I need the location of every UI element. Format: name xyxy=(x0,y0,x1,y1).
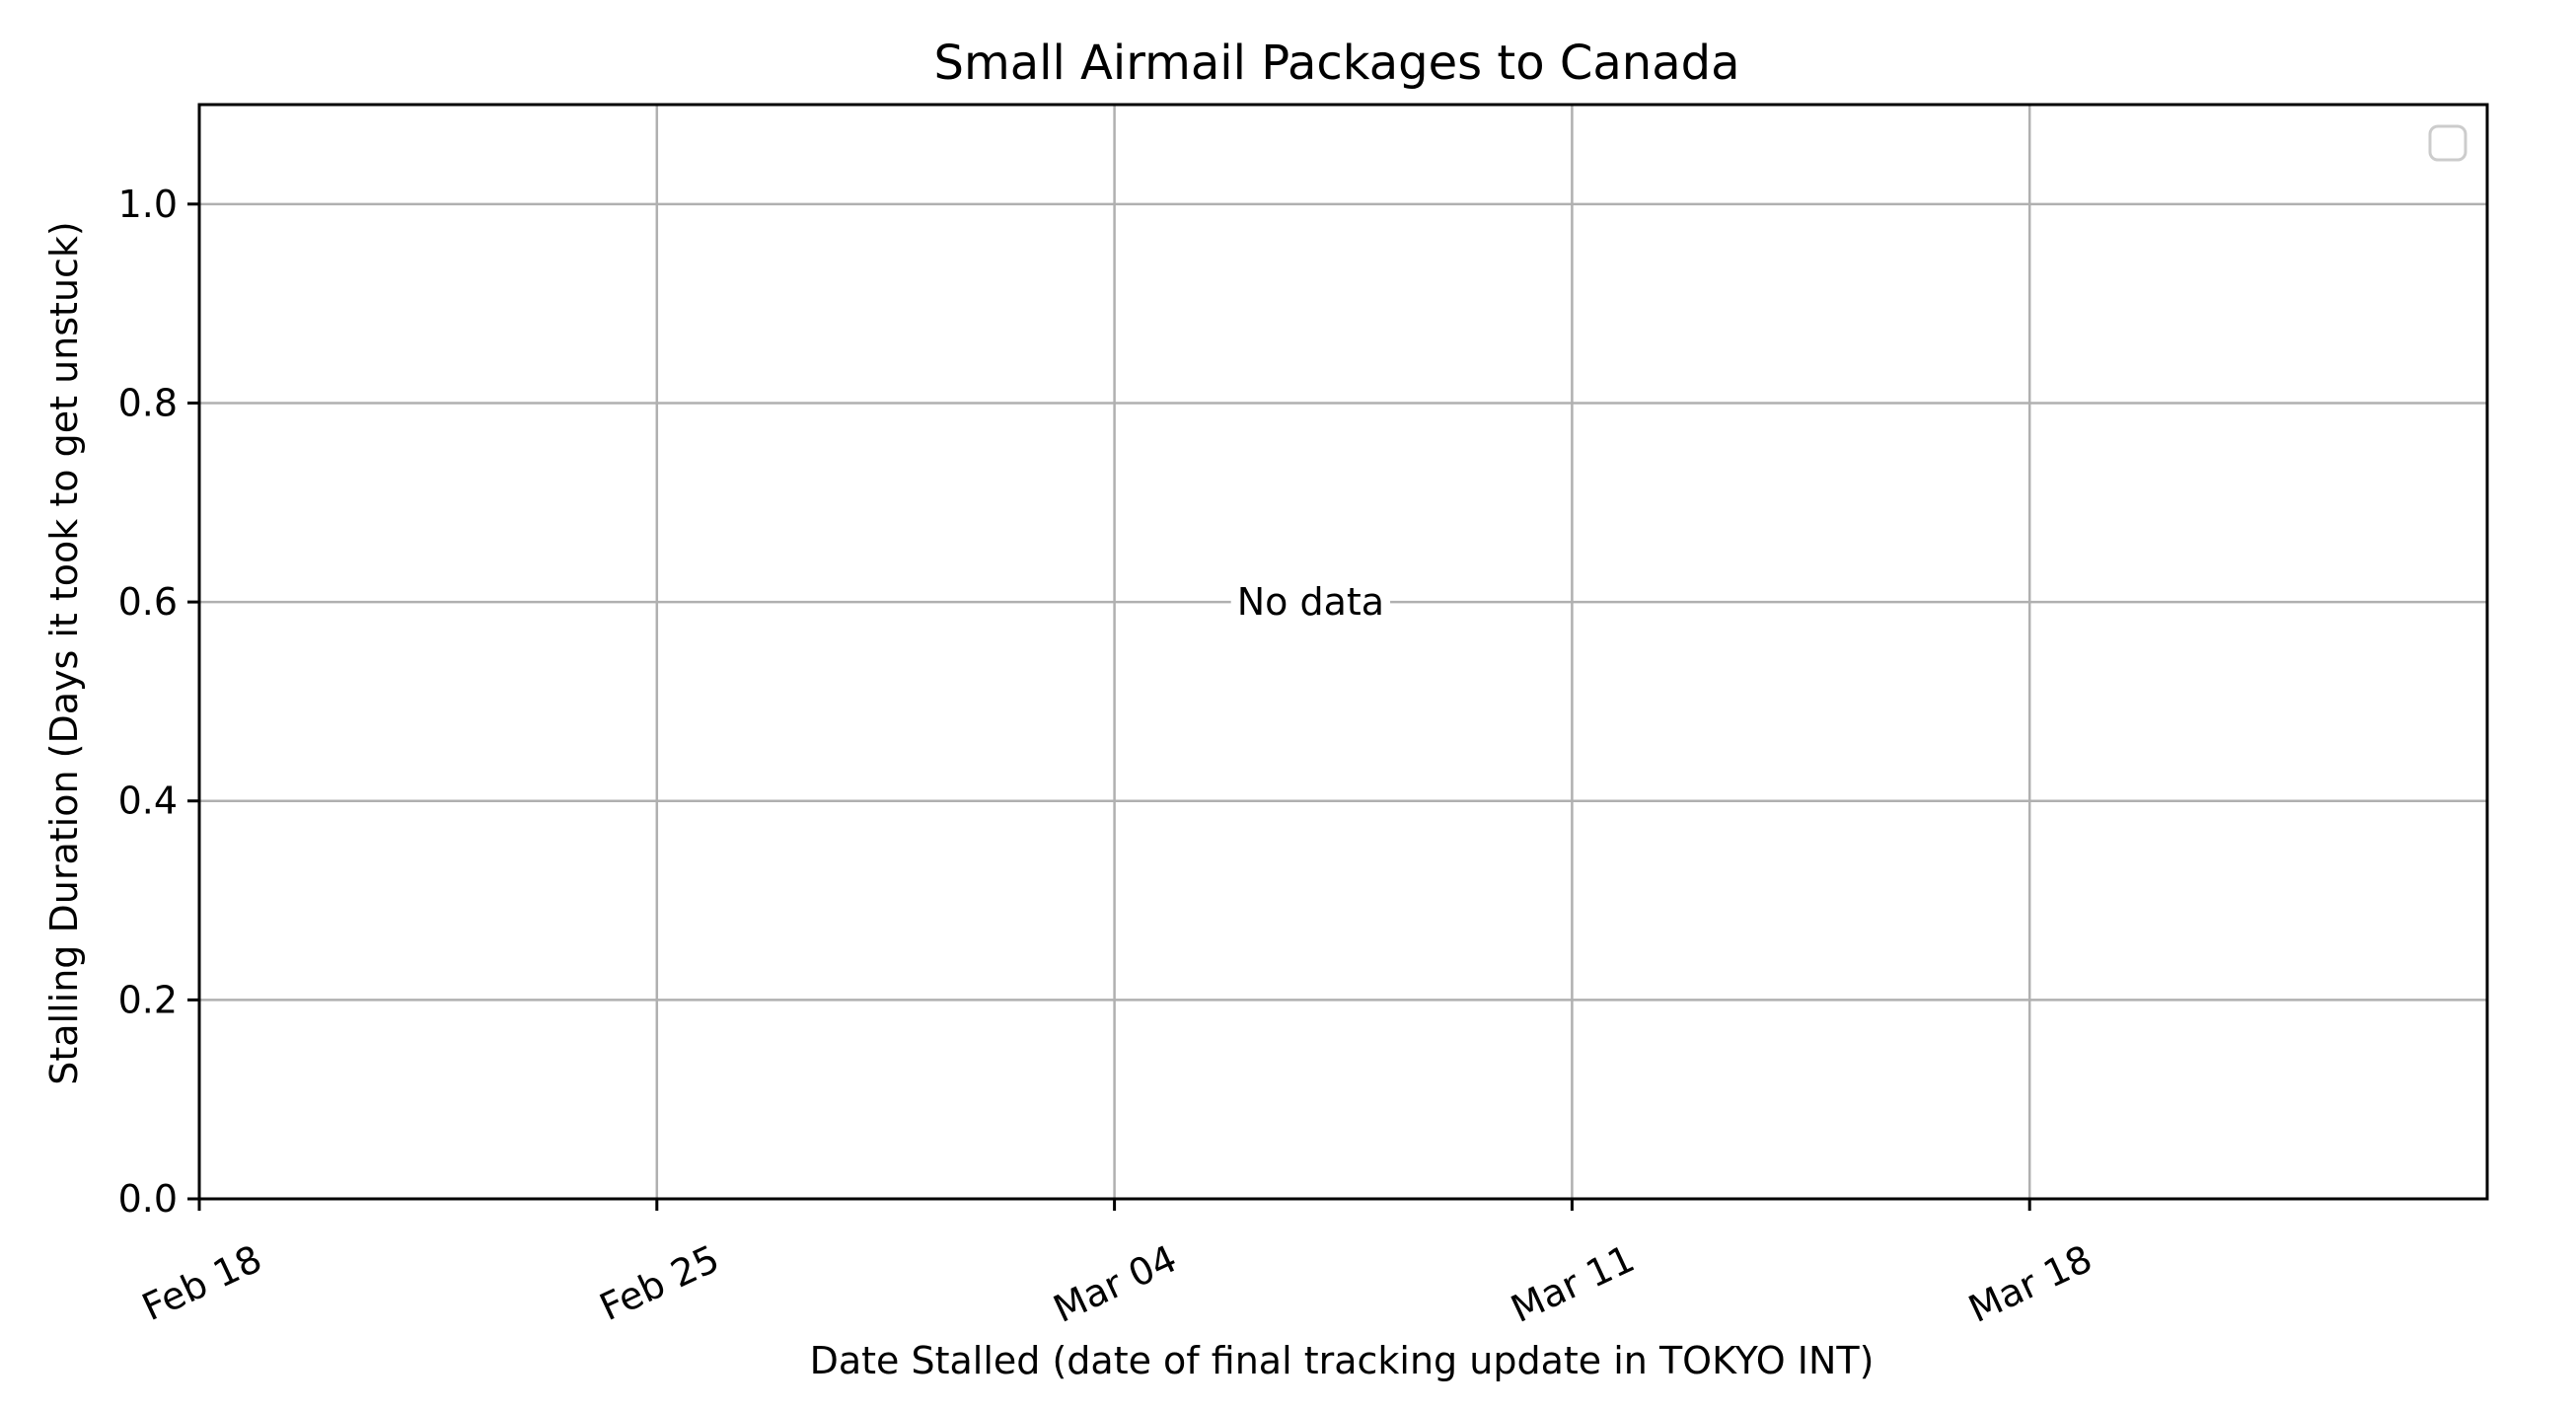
y-tick-label: 0.0 xyxy=(118,1177,178,1221)
x-tick-label: Feb 18 xyxy=(135,1236,267,1329)
x-tick-label: Mar 04 xyxy=(1047,1236,1183,1331)
y-tick-label: 1.0 xyxy=(118,183,178,226)
y-tick-label: 0.6 xyxy=(118,580,178,624)
y-tick-label: 0.8 xyxy=(118,381,178,424)
x-axis-label: Date Stalled (date of final tracking upd… xyxy=(810,1339,1875,1382)
x-tick-label: Mar 18 xyxy=(1962,1236,2098,1331)
legend-box xyxy=(2428,124,2467,162)
x-axis-ticks: Feb 18 Feb 25 Mar 04 Mar 11 Mar 18 xyxy=(135,1199,2098,1331)
y-axis-label: Stalling Duration (Days it took to get u… xyxy=(42,221,86,1085)
grid xyxy=(197,105,2487,1201)
plot-frame xyxy=(197,103,2489,1201)
chart-title: Small Airmail Packages to Canada xyxy=(933,36,1739,91)
no-data-annotation: No data xyxy=(1237,580,1384,624)
annotation-background xyxy=(1230,576,1391,629)
x-tick-label: Mar 11 xyxy=(1505,1236,1641,1331)
y-tick-label: 0.4 xyxy=(118,780,178,823)
x-tick-label: Feb 25 xyxy=(593,1236,725,1329)
y-axis-ticks: 0.0 0.2 0.4 0.6 0.8 1.0 xyxy=(118,183,199,1221)
y-tick-label: 0.2 xyxy=(118,978,178,1021)
